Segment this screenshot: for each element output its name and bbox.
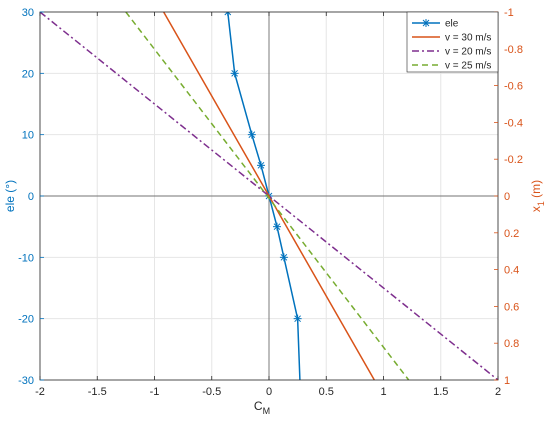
- series-ele-point: [256, 161, 265, 170]
- left-axis-title: ele (°): [3, 180, 17, 212]
- marker-stroke: [257, 161, 265, 169]
- right-tick-label: 1: [504, 375, 510, 387]
- right-tick-label: -0.8: [504, 44, 523, 56]
- x-axis-title-subscript: M: [263, 406, 271, 416]
- marker-stroke: [231, 69, 239, 77]
- series-ele-point: [230, 69, 239, 78]
- right-tick-label: -0.4: [504, 117, 523, 129]
- legend-item-1-label: ele: [445, 19, 459, 30]
- right-tick-label: 0.2: [504, 228, 519, 240]
- marker-stroke: [422, 19, 430, 27]
- x-tick-label: 0.5: [319, 386, 334, 398]
- x-tick-label: -2: [35, 386, 45, 398]
- marker-stroke: [248, 131, 256, 139]
- series-ele-point: [223, 12, 232, 16]
- right-tick-label: -0.2: [504, 154, 523, 166]
- x-tick-label: 0: [266, 386, 272, 398]
- right-axis-title-unit: (m): [529, 180, 543, 201]
- series-ele-point: [293, 314, 302, 323]
- marker-stroke: [273, 223, 281, 231]
- left-tick-label: -30: [18, 375, 34, 387]
- x-tick-label: 2: [495, 386, 501, 398]
- x-tick-label: -1.5: [88, 386, 107, 398]
- legend-item-1-marker: [422, 19, 430, 27]
- right-axis-title: x1 (m): [529, 180, 546, 212]
- marker-stroke: [294, 315, 301, 323]
- x-tick-label: 1.5: [433, 386, 448, 398]
- legend-item-4-label: v = 25 m/s: [445, 61, 491, 72]
- series-v-30-m-s-line: [163, 12, 375, 380]
- series-ele-point: [247, 130, 256, 139]
- right-tick-label: 0.6: [504, 301, 519, 313]
- marker-stroke: [227, 12, 232, 16]
- legend-item-3-label: v = 20 m/s: [445, 47, 491, 58]
- left-tick-label: -20: [18, 314, 34, 326]
- x-tick-label: 1: [380, 386, 386, 398]
- x-tick-label: -1: [150, 386, 160, 398]
- legend: ele v = 30 m/s v = 20 m/s v = 25 m/s: [406, 11, 499, 73]
- legend-box: [406, 11, 499, 73]
- left-tick-label: 20: [22, 68, 34, 80]
- right-tick-label: -0.6: [504, 81, 523, 93]
- x-axis-title: CM: [254, 399, 270, 416]
- right-axis-title-subscript: 1: [536, 201, 546, 206]
- right-tick-label: 0: [504, 191, 510, 203]
- left-tick-label: 30: [22, 7, 34, 19]
- right-tick-label: 0.8: [504, 338, 519, 350]
- series-v-25-m-s-line: [125, 12, 410, 380]
- right-tick-label: -1: [504, 7, 514, 19]
- x-tick-label: -0.5: [202, 386, 221, 398]
- marker-stroke: [224, 12, 229, 16]
- series-ele-point: [273, 222, 282, 231]
- series-ele-point: [279, 253, 288, 262]
- left-tick-label: 10: [22, 130, 34, 142]
- series-layer: [40, 12, 498, 380]
- ticks-layer: -2 -1.5 -1 -0.5 0 0.5 1 1.5 23020100-10-20-30-1-…: [18, 7, 523, 398]
- marker-stroke: [280, 253, 288, 261]
- legend-item-2-label: v = 30 m/s: [445, 33, 491, 44]
- left-tick-label: 0: [28, 191, 34, 203]
- right-tick-label: 0.4: [504, 265, 519, 277]
- left-tick-label: -10: [18, 252, 34, 264]
